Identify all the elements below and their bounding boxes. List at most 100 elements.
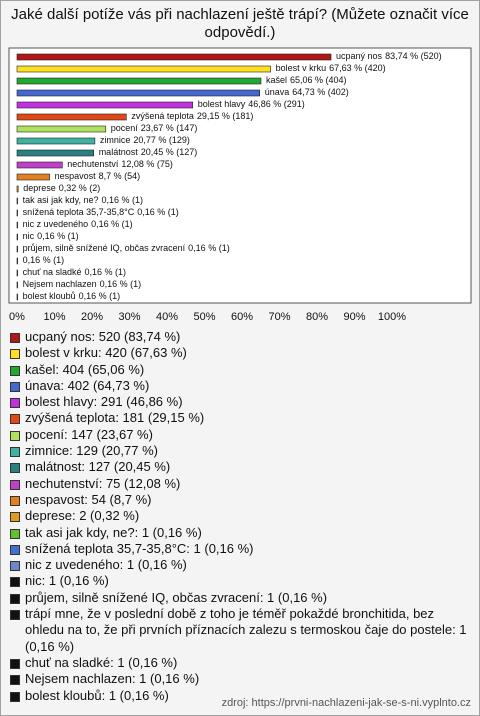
value-label: 46,86 % (291) (248, 99, 305, 109)
legend-swatch (10, 512, 20, 523)
value-label: 0,16 % (1) (137, 207, 179, 217)
chart: 0% 10% 20% 30% 40% 50% 60% 70% 80% 90% 100% ucpaný … (8, 47, 472, 323)
category-label: bolest hlavy (198, 99, 246, 109)
legend-item: deprese: 2 (0,32 %) (9, 508, 471, 524)
bar-label: bolest kloubů 0,16 % (1) (23, 291, 121, 301)
x-tick-label: 80% (306, 311, 328, 323)
legend-label: snížená teplota 35,7-35,8°C: 1 (0,16 %) (25, 540, 254, 556)
legend-label: deprese: 2 (0,32 %) (25, 508, 140, 524)
legend-item: nic: 1 (0,16 %) (9, 573, 471, 589)
value-label: 0,16 % (1) (91, 219, 133, 229)
bar-label: únava 64,73 % (402) (265, 87, 349, 97)
legend-label: zimnice: 129 (20,77 %) (25, 443, 158, 459)
value-label: 0,16 % (1) (37, 231, 79, 241)
legend-swatch (10, 349, 20, 360)
bar-label: nic 0,16 % (1) (23, 231, 79, 241)
legend-label: pocení: 147 (23,67 %) (25, 426, 153, 442)
category-label: nespavost (55, 171, 97, 181)
category-label: snížená teplota 35,7-35,8°C (23, 207, 135, 217)
value-label: 83,74 % (520) (385, 51, 442, 61)
bar-label: ucpaný nos 83,74 % (520) (336, 51, 442, 61)
legend-swatch (10, 544, 20, 555)
x-tick-label: 90% (343, 311, 365, 323)
legend-label: tak asi jak kdy, ne?: 1 (0,16 %) (25, 524, 202, 540)
bar-label: kašel 65,06 % (404) (266, 75, 347, 85)
bar (16, 197, 18, 205)
bar (16, 257, 18, 265)
bar (16, 245, 18, 253)
legend-swatch (10, 675, 20, 686)
bar (16, 185, 19, 193)
bar (16, 113, 127, 121)
bar-label: malátnost 20,45 % (127) (99, 147, 198, 157)
legend-item: bolest v krku: 420 (67,63 %) (9, 345, 471, 361)
legend-item: nic z uvedeného: 1 (0,16 %) (9, 557, 471, 573)
category-label: zvýšená teplota (131, 111, 194, 121)
value-label: 0,16 % (1) (188, 243, 230, 253)
category-label: deprese (23, 183, 56, 193)
category-label: únava (265, 87, 290, 97)
category-label: malátnost (99, 147, 139, 157)
value-label: 20,77 % (129) (133, 135, 190, 145)
bar (16, 53, 332, 61)
chart-title: Jaké další potíže vás při nachlazení ješ… (11, 6, 469, 41)
legend-label: bolest hlavy: 291 (46,86 %) (25, 394, 183, 410)
value-label: 0,16 % (1) (101, 195, 143, 205)
legend-label: únava: 402 (64,73 %) (25, 377, 150, 393)
bar (16, 209, 18, 217)
bar (16, 65, 271, 73)
bar (16, 101, 194, 109)
x-tick-label: 30% (118, 311, 140, 323)
x-tick-label: 10% (43, 311, 65, 323)
legend-label: ucpaný nos: 520 (83,74 %) (25, 329, 181, 344)
legend-label: zvýšená teplota: 181 (29,15 %) (25, 410, 205, 426)
legend-label: nic: 1 (0,16 %) (25, 573, 109, 589)
bar-label: nic z uvedeného 0,16 % (1) (23, 219, 133, 229)
legend-label: chuť na sladké: 1 (0,16 %) (25, 654, 178, 670)
legend-swatch (10, 658, 20, 669)
bar (16, 149, 94, 157)
legend-item: trápí mne, že v poslední době z toho je … (9, 606, 471, 655)
bar-label: bolest hlavy 46,86 % (291) (198, 99, 305, 109)
legend-label: bolest v krku: 420 (67,63 %) (25, 345, 187, 361)
bar (16, 125, 107, 133)
legend-swatch (10, 398, 20, 409)
bar (16, 89, 261, 97)
bar-label: pocení 23,67 % (147) (111, 123, 198, 133)
legend-swatch (10, 528, 20, 539)
bar (16, 161, 63, 169)
legend-swatch (10, 691, 20, 702)
x-tick-label: 50% (193, 311, 215, 323)
bar-label: nespavost 8,7 % (54) (55, 171, 141, 181)
legend-item: únava: 402 (64,73 %) (9, 378, 471, 394)
legend-swatch (10, 414, 20, 425)
legend-label: malátnost: 127 (20,45 %) (25, 459, 171, 475)
legend: ucpaný nos: 520 (83,74 %) bolest v krku: … (9, 329, 471, 704)
bar (16, 137, 96, 145)
bar-label: nechutenství 12,08 % (75) (67, 159, 173, 169)
legend-swatch (10, 381, 20, 392)
category-label: nic (23, 231, 35, 241)
bar (16, 269, 18, 277)
legend-item: kašel: 404 (65,06 %) (9, 362, 471, 378)
legend-item: bolest hlavy: 291 (46,86 %) (9, 394, 471, 410)
legend-item: zvýšená teplota: 181 (29,15 %) (9, 410, 471, 426)
value-label: 0,16 % (1) (79, 291, 121, 301)
legend-label: trápí mne, že v poslední době z toho je … (25, 606, 467, 654)
bar-label: zvýšená teplota 29,15 % (181) (131, 111, 253, 121)
bar-label: chuť na sladké 0,16 % (1) (23, 267, 126, 277)
bar (16, 233, 18, 241)
legend-label: bolest kloubů: 1 (0,16 %) (25, 687, 169, 703)
legend-swatch (10, 610, 20, 621)
value-label: 0,16 % (1) (100, 279, 142, 289)
bar-label: bolest v krku 67,63 % (420) (276, 63, 386, 73)
legend-item: bolest kloubů: 1 (0,16 %) (9, 688, 471, 704)
legend-item: snížená teplota 35,7-35,8°C: 1 (0,16 %) (9, 541, 471, 557)
legend-label: nechutenství: 75 (12,08 %) (25, 475, 181, 491)
legend-item: nechutenství: 75 (12,08 %) (9, 476, 471, 492)
category-label: ucpaný nos (336, 51, 383, 61)
legend-label: průjem, silně snížené IQ, občas zvracení… (25, 589, 328, 605)
value-label: 29,15 % (181) (197, 111, 254, 121)
x-tick-label: 20% (81, 311, 103, 323)
